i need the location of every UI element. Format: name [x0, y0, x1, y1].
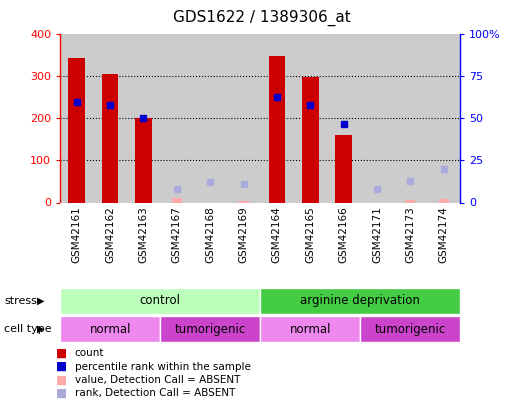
Text: GSM42169: GSM42169	[238, 207, 248, 263]
Bar	[69, 58, 85, 202]
Bar	[260, 288, 460, 314]
Text: cell type: cell type	[4, 324, 52, 334]
Text: GSM42167: GSM42167	[172, 207, 182, 263]
Text: GSM42165: GSM42165	[305, 207, 315, 263]
Text: ■: ■	[56, 387, 67, 400]
Text: GSM42163: GSM42163	[139, 207, 149, 263]
Bar	[60, 316, 160, 342]
Text: ■: ■	[56, 360, 67, 373]
Text: stress: stress	[4, 296, 37, 306]
Bar	[102, 75, 119, 202]
Bar	[172, 198, 182, 202]
Text: ▶: ▶	[37, 296, 44, 306]
Text: GDS1622 / 1389306_at: GDS1622 / 1389306_at	[173, 10, 350, 26]
Text: ■: ■	[56, 347, 67, 360]
Text: ■: ■	[56, 373, 67, 386]
Text: GSM42168: GSM42168	[205, 207, 215, 263]
Text: GSM42174: GSM42174	[439, 207, 449, 263]
Text: GSM42171: GSM42171	[372, 207, 382, 263]
Text: percentile rank within the sample: percentile rank within the sample	[75, 362, 251, 371]
Bar	[238, 201, 248, 202]
Bar	[360, 316, 460, 342]
Text: GSM42162: GSM42162	[105, 207, 115, 263]
Text: rank, Detection Call = ABSENT: rank, Detection Call = ABSENT	[75, 388, 235, 398]
Text: arginine deprivation: arginine deprivation	[300, 294, 420, 307]
Bar	[405, 200, 415, 202]
Text: normal: normal	[289, 322, 331, 336]
Text: tumorigenic: tumorigenic	[374, 322, 446, 336]
Bar	[335, 135, 352, 202]
Bar	[302, 77, 319, 202]
Bar	[439, 199, 449, 202]
Bar	[135, 117, 152, 202]
Bar	[260, 316, 360, 342]
Text: control: control	[140, 294, 180, 307]
Text: GSM42166: GSM42166	[338, 207, 348, 263]
Bar	[60, 288, 260, 314]
Text: tumorigenic: tumorigenic	[175, 322, 246, 336]
Text: GSM42164: GSM42164	[272, 207, 282, 263]
Text: normal: normal	[89, 322, 131, 336]
Text: ▶: ▶	[37, 324, 44, 334]
Text: GSM42173: GSM42173	[405, 207, 415, 263]
Text: value, Detection Call = ABSENT: value, Detection Call = ABSENT	[75, 375, 240, 385]
Bar	[160, 316, 260, 342]
Text: GSM42161: GSM42161	[72, 207, 82, 263]
Text: count: count	[75, 348, 104, 358]
Bar	[268, 56, 285, 202]
